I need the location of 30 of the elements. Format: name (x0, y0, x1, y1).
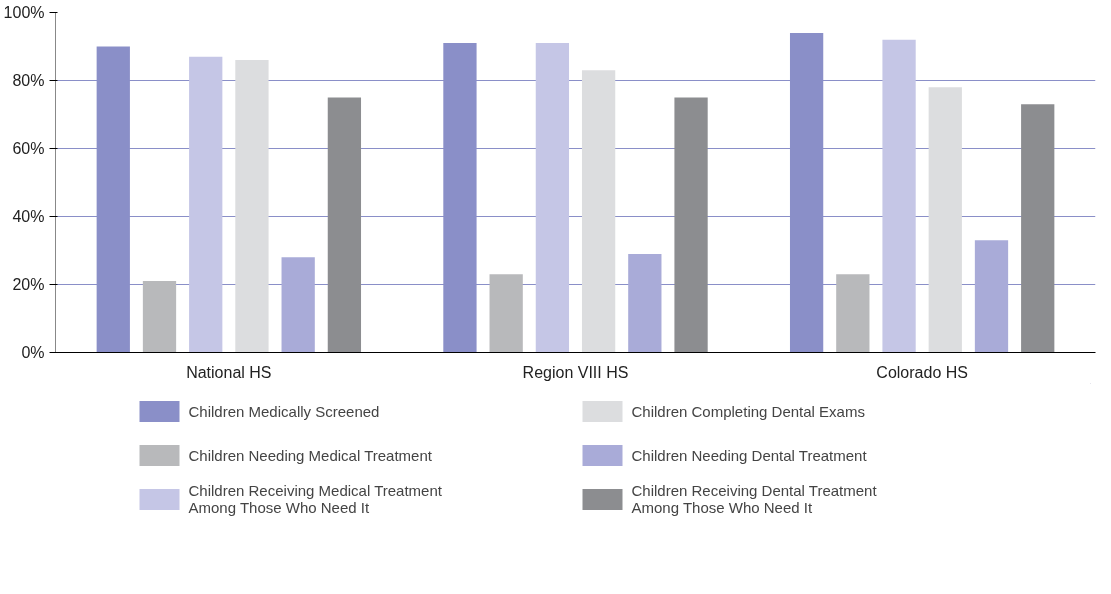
y-tick-label: 0% (21, 344, 45, 361)
bar (189, 56, 223, 353)
legend-label: Children Receiving Medical Treatment Among Those Who Need It (188, 481, 443, 517)
x-tick-label: Region VIII HS (522, 363, 629, 381)
bar (836, 274, 870, 353)
y-tick-label: 60% (12, 140, 45, 157)
y-tick-label: 80% (12, 72, 45, 89)
bar (628, 253, 662, 353)
legend-label: Children Completing Dental Exams (631, 401, 866, 422)
bar (674, 97, 708, 353)
bar (928, 87, 962, 353)
x-tick-label: Colorado HS (876, 363, 968, 381)
legend-label: Children Receiving Dental Treatment Among Those Who Need It (631, 481, 878, 517)
x-tick-label: National HS (186, 363, 272, 381)
y-tick-label: 40% (12, 208, 45, 225)
bar (882, 39, 916, 353)
bar (281, 257, 315, 353)
bar (327, 97, 362, 353)
y-tick-label: 20% (12, 276, 45, 293)
legend-label: Children Needing Dental Treatment (631, 445, 868, 466)
legend-label: Children Needing Medical Treatment (188, 445, 433, 466)
bar (974, 240, 1009, 353)
bar (535, 43, 570, 353)
y-tick-label: 100% (3, 4, 45, 21)
bar (235, 60, 269, 353)
bar (142, 281, 177, 353)
bar (1021, 104, 1055, 353)
bar (581, 70, 616, 353)
bar (489, 274, 523, 353)
legend-label: Children Medically Screened (188, 401, 381, 422)
